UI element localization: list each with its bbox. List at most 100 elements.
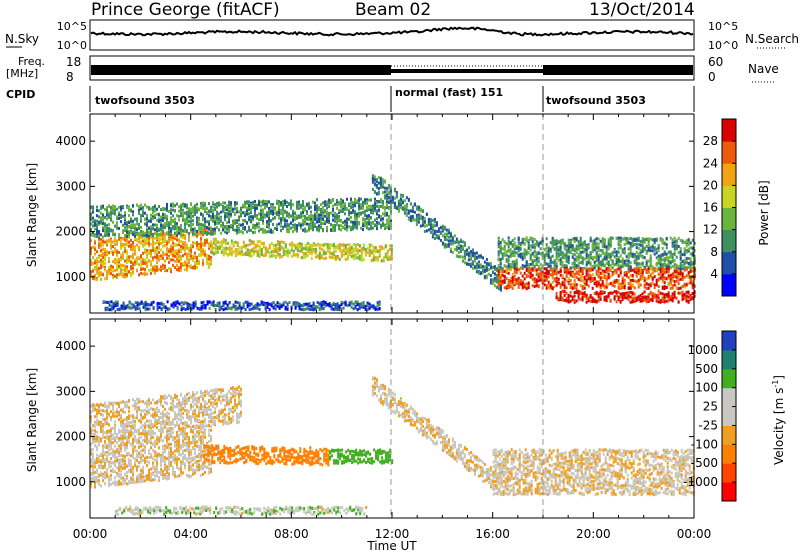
power-cell	[376, 209, 378, 213]
power-cell	[116, 217, 118, 221]
power-cell	[575, 244, 578, 248]
power-cell	[130, 247, 132, 251]
power-cell	[364, 214, 366, 217]
power-cell	[407, 211, 410, 215]
power-cell	[114, 239, 116, 243]
power-cell	[641, 249, 644, 253]
power-cell	[98, 222, 100, 226]
power-cell	[651, 238, 654, 242]
power-cell	[224, 251, 227, 255]
power-cell	[140, 236, 142, 240]
power-cell	[258, 240, 261, 243]
power-cell	[330, 228, 332, 232]
power-cell	[182, 236, 184, 239]
power-cell	[555, 252, 558, 256]
power-cell	[403, 210, 406, 214]
power-cell	[312, 217, 314, 221]
power-cell	[202, 252, 204, 256]
power-cell	[310, 220, 312, 224]
power-cell	[433, 220, 436, 224]
power-cell	[216, 225, 218, 229]
power-cell	[154, 209, 156, 213]
power-cell	[254, 224, 256, 227]
power-cell	[555, 261, 558, 265]
power-cell	[112, 260, 114, 264]
power-cell	[216, 240, 219, 244]
power-cell	[276, 199, 278, 203]
power-cell	[390, 256, 393, 260]
power-cell	[503, 286, 506, 290]
power-cell	[128, 208, 130, 212]
power-cell	[112, 245, 114, 248]
power-cell	[471, 266, 474, 270]
power-cell	[108, 258, 110, 262]
power-cell	[469, 262, 472, 266]
power-cell	[112, 276, 114, 280]
power-cell	[553, 260, 556, 263]
power-cell	[575, 256, 578, 260]
power-cell	[455, 240, 458, 244]
power-cell	[296, 200, 298, 204]
power-cell	[220, 210, 222, 214]
power-cell	[352, 254, 355, 258]
power-cell	[585, 256, 588, 260]
power-cell	[539, 247, 542, 251]
power-cell	[659, 255, 662, 259]
power-cell	[194, 233, 196, 237]
power-cell	[689, 241, 692, 245]
power-cell	[382, 201, 384, 205]
power-cell	[641, 239, 644, 243]
power-cell	[459, 244, 462, 248]
power-cell	[631, 241, 634, 245]
power-cell	[224, 249, 227, 253]
power-cell	[306, 217, 308, 221]
power-cell	[537, 272, 540, 276]
power-cell	[330, 199, 332, 203]
power-cell	[523, 237, 526, 241]
power-cell	[451, 251, 454, 254]
power-cell	[545, 267, 548, 271]
power-cell	[214, 221, 216, 225]
power-cell	[146, 249, 148, 252]
power-cell	[174, 209, 176, 213]
power-cell	[264, 246, 267, 250]
power-cell	[320, 225, 322, 229]
power-cell	[384, 225, 386, 229]
power-cell	[118, 233, 120, 236]
power-cell	[210, 218, 212, 221]
power-cell	[146, 217, 148, 221]
power-cell	[537, 260, 540, 264]
power-cell	[210, 259, 212, 263]
power-cell	[260, 204, 262, 208]
power-cell	[282, 253, 285, 257]
power-cell	[505, 259, 508, 263]
power-cell	[505, 286, 508, 290]
power-cell	[342, 244, 345, 248]
power-cell	[334, 219, 336, 223]
power-cell	[146, 223, 148, 227]
power-cell	[96, 263, 98, 266]
power-cell	[431, 223, 434, 227]
power-cell	[328, 212, 330, 215]
power-cell	[230, 239, 233, 243]
power-cell	[503, 264, 506, 268]
power-cell	[302, 254, 305, 258]
power-cell	[457, 246, 460, 250]
power-cell	[308, 201, 310, 205]
power-cell	[581, 243, 584, 247]
power-cell	[378, 249, 381, 252]
power-cell	[344, 257, 347, 261]
power-cell	[296, 253, 299, 257]
power-cell	[140, 207, 142, 211]
power-cell	[222, 205, 224, 208]
power-cell	[505, 268, 508, 272]
power-cell	[467, 254, 470, 258]
power-cell	[288, 224, 290, 228]
power-cell	[342, 221, 344, 224]
power-cell	[184, 226, 186, 230]
power-cell	[280, 255, 283, 259]
power-cell	[657, 243, 660, 247]
power-cell	[521, 285, 524, 289]
power-cell	[685, 244, 688, 248]
power-cell	[409, 219, 412, 223]
